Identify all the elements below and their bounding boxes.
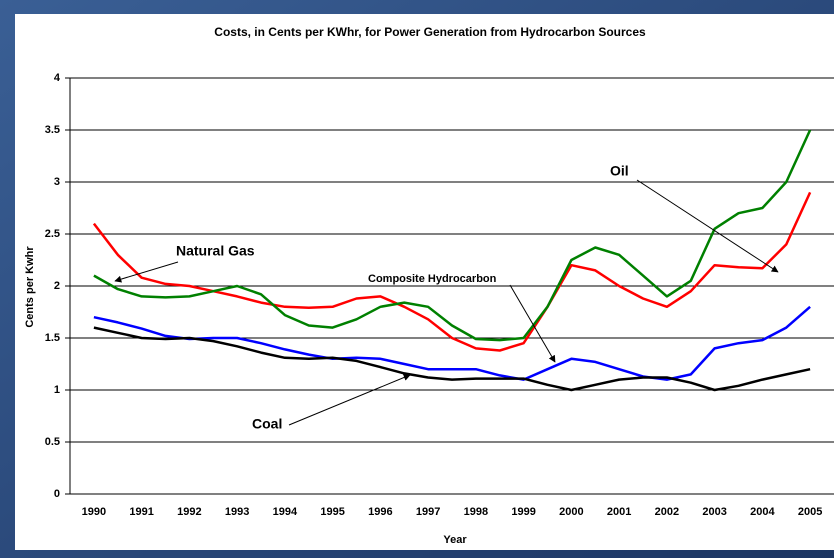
annotation: Coal [252,416,282,432]
x-tick-label: 1991 [129,506,153,518]
x-tick-label: 1992 [177,506,201,518]
y-tick-label: 0 [54,488,60,500]
x-tick-label: 2002 [655,506,679,518]
x-tick-label: 1994 [273,506,298,518]
annotation: Natural Gas [176,243,255,259]
annotation-arrow [509,284,556,363]
x-axis-label: Year [443,534,467,546]
y-axis-label: Cents per Kwhr [24,246,36,328]
y-tick-label: 0.5 [45,436,60,448]
annotation: Composite Hydrocarbon [368,273,497,285]
series-line [93,305,811,381]
x-tick-label: 1990 [82,506,106,518]
y-tick-label: 1.5 [45,332,60,344]
y-tick-label: 2.5 [45,228,60,240]
x-tick-label: 2003 [702,506,726,518]
y-tick-label: 4 [54,72,61,84]
chart-area [15,14,834,550]
x-tick-label: 1997 [416,506,440,518]
chart-title: Costs, in Cents per KWhr, for Power Gene… [214,25,646,39]
series-line [93,129,812,342]
x-tick-label: 1995 [320,506,344,518]
y-tick-label: 3 [54,176,60,188]
annotation-arrow [636,179,779,273]
y-tick-label: 2 [54,280,60,292]
series-line [93,326,811,392]
x-tick-label: 2001 [607,506,631,518]
plot: 0 0.5 1 1.5 2 2.5 3 3.5 4 1990 1991 1992 1993 1994 199… [45,72,834,518]
y-tick-label: 3.5 [45,124,60,136]
x-tick-label: 2000 [559,506,583,518]
annotation-arrow [114,261,179,283]
x-tick-label: 1993 [225,506,249,518]
x-tick-label: 1998 [464,506,488,518]
annotation-arrow [288,374,411,426]
x-tick-label: 1999 [511,506,535,518]
y-tick-label: 1 [54,384,60,396]
x-tick-label: 2004 [750,506,775,518]
annotation: Oil [610,163,629,179]
x-tick-label: 1996 [368,506,392,518]
x-tick-label: 2005 [798,506,822,518]
